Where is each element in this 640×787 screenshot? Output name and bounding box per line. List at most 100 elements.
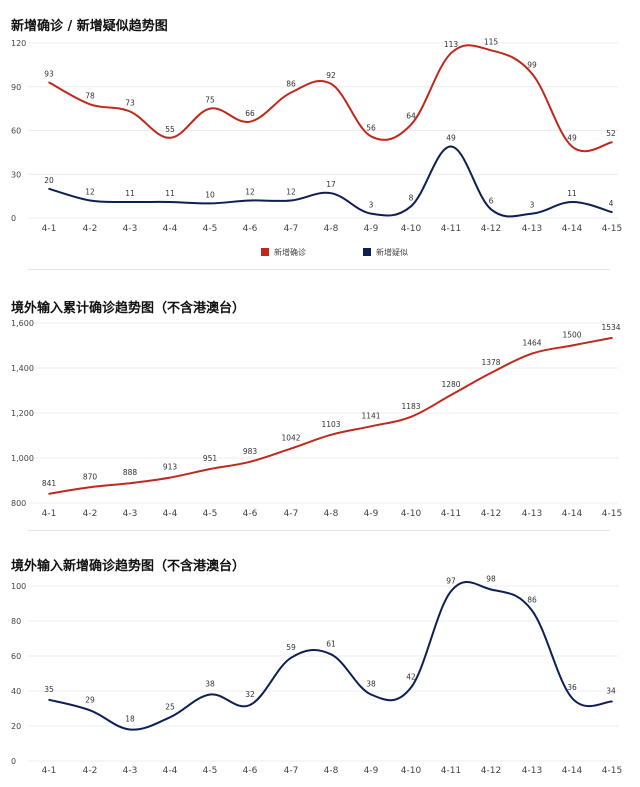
legend-swatch	[261, 248, 269, 256]
x-tick-label: 4-10	[401, 224, 422, 234]
data-point	[531, 72, 533, 75]
x-tick-label: 4-7	[284, 766, 299, 776]
x-tick-label: 4-4	[163, 224, 178, 234]
y-tick-label: 30	[11, 170, 21, 179]
data-label: 34	[606, 687, 616, 696]
data-label: 1534	[601, 323, 620, 332]
x-tick-label: 4-3	[123, 509, 138, 519]
data-label: 75	[205, 96, 215, 105]
y-tick-label: 1,000	[11, 454, 34, 463]
x-tick-label: 4-15	[602, 224, 622, 234]
data-point	[209, 693, 211, 696]
data-point	[169, 476, 171, 479]
x-tick-label: 4-15	[602, 509, 622, 519]
chart-2-title: 境外输入累计确诊趋势图（不含港澳台）	[11, 301, 246, 316]
data-label: 49	[446, 134, 456, 143]
data-label: 115	[484, 37, 499, 46]
data-label: 66	[245, 109, 255, 118]
data-point	[490, 372, 492, 374]
data-point	[48, 698, 50, 701]
x-tick-label: 4-1	[42, 224, 57, 234]
x-tick-label: 4-5	[203, 224, 218, 234]
x-tick-label: 4-7	[284, 224, 299, 234]
series-line	[48, 44, 613, 153]
legend-label: 新增确诊	[274, 247, 306, 257]
data-point	[410, 416, 412, 418]
y-tick-label: 120	[11, 39, 26, 48]
x-tick-label: 4-9	[364, 766, 379, 776]
data-point	[330, 83, 332, 85]
data-label: 36	[567, 683, 577, 692]
x-tick-label: 4-13	[522, 224, 542, 234]
data-point	[611, 141, 613, 143]
chart-1: 0 30 60 90 120 4-1 4-2 4-3 4-4 4-5 4-6 4-7 4-8 4-9 4-1…	[11, 37, 622, 257]
data-label: 78	[85, 91, 95, 100]
data-point	[249, 120, 251, 123]
data-label: 11	[125, 189, 135, 198]
data-label: 3	[530, 201, 535, 210]
data-point	[290, 656, 292, 659]
data-point	[531, 352, 533, 355]
data-label: 73	[125, 99, 135, 108]
y-tick-label: 0	[11, 757, 16, 766]
data-point	[611, 211, 613, 213]
data-label: 11	[165, 189, 175, 198]
data-label: 12	[286, 188, 296, 197]
data-point	[611, 700, 613, 703]
data-point	[571, 697, 573, 699]
data-point	[89, 709, 91, 712]
y-tick-label: 100	[11, 582, 26, 591]
x-tick-label: 4-11	[441, 224, 461, 234]
data-point	[129, 110, 131, 113]
data-point	[290, 91, 292, 94]
data-point	[48, 81, 50, 84]
data-label: 10	[205, 190, 215, 199]
x-tick-label: 4-2	[83, 224, 98, 234]
series-line	[48, 581, 613, 731]
series-line	[48, 145, 613, 218]
x-tick-label: 4-1	[42, 766, 57, 776]
data-point	[290, 447, 292, 450]
data-label: 35	[44, 685, 54, 694]
data-label: 32	[245, 690, 255, 699]
x-tick-label: 4-15	[602, 766, 622, 776]
y-tick-label: 60	[11, 127, 21, 136]
data-label: 1141	[361, 411, 380, 420]
x-tick-label: 4-2	[83, 509, 98, 519]
data-point	[490, 588, 492, 591]
x-tick-label: 4-8	[324, 509, 339, 519]
data-label: 113	[444, 40, 459, 49]
data-label: 1464	[522, 339, 541, 348]
x-tick-label: 4-8	[324, 766, 339, 776]
y-tick-label: 40	[11, 687, 21, 696]
x-tick-label: 4-10	[401, 766, 422, 776]
legend-label: 新增疑似	[376, 247, 408, 257]
x-tick-label: 4-13	[522, 766, 542, 776]
data-point	[571, 201, 573, 203]
x-tick-label: 4-4	[163, 766, 178, 776]
y-tick-label: 60	[11, 652, 21, 661]
x-tick-label: 4-11	[441, 766, 461, 776]
divider	[28, 530, 610, 531]
data-point	[370, 425, 372, 428]
chart-2: 800 1,000 1,200 1,400 1,600 4-1 4-2 4-3 4-4 4-5 4-…	[11, 319, 622, 519]
x-tick-label: 4-9	[364, 509, 379, 519]
data-label: 92	[326, 71, 336, 80]
data-label: 86	[527, 596, 537, 605]
x-tick-label: 4-6	[243, 509, 258, 519]
data-label: 951	[203, 454, 218, 463]
x-tick-label: 4-6	[243, 766, 258, 776]
x-tick-label: 4-6	[243, 224, 258, 234]
data-point	[330, 653, 332, 656]
data-label: 98	[486, 575, 496, 584]
data-label: 93	[44, 69, 54, 78]
data-label: 12	[245, 188, 255, 197]
data-label: 983	[243, 447, 258, 456]
x-tick-label: 4-3	[123, 766, 138, 776]
y-tick-label: 1,400	[11, 364, 34, 373]
data-point	[330, 192, 332, 195]
data-point	[410, 205, 412, 208]
x-tick-label: 4-4	[163, 509, 178, 519]
data-point	[330, 434, 332, 436]
data-label: 25	[165, 702, 175, 711]
